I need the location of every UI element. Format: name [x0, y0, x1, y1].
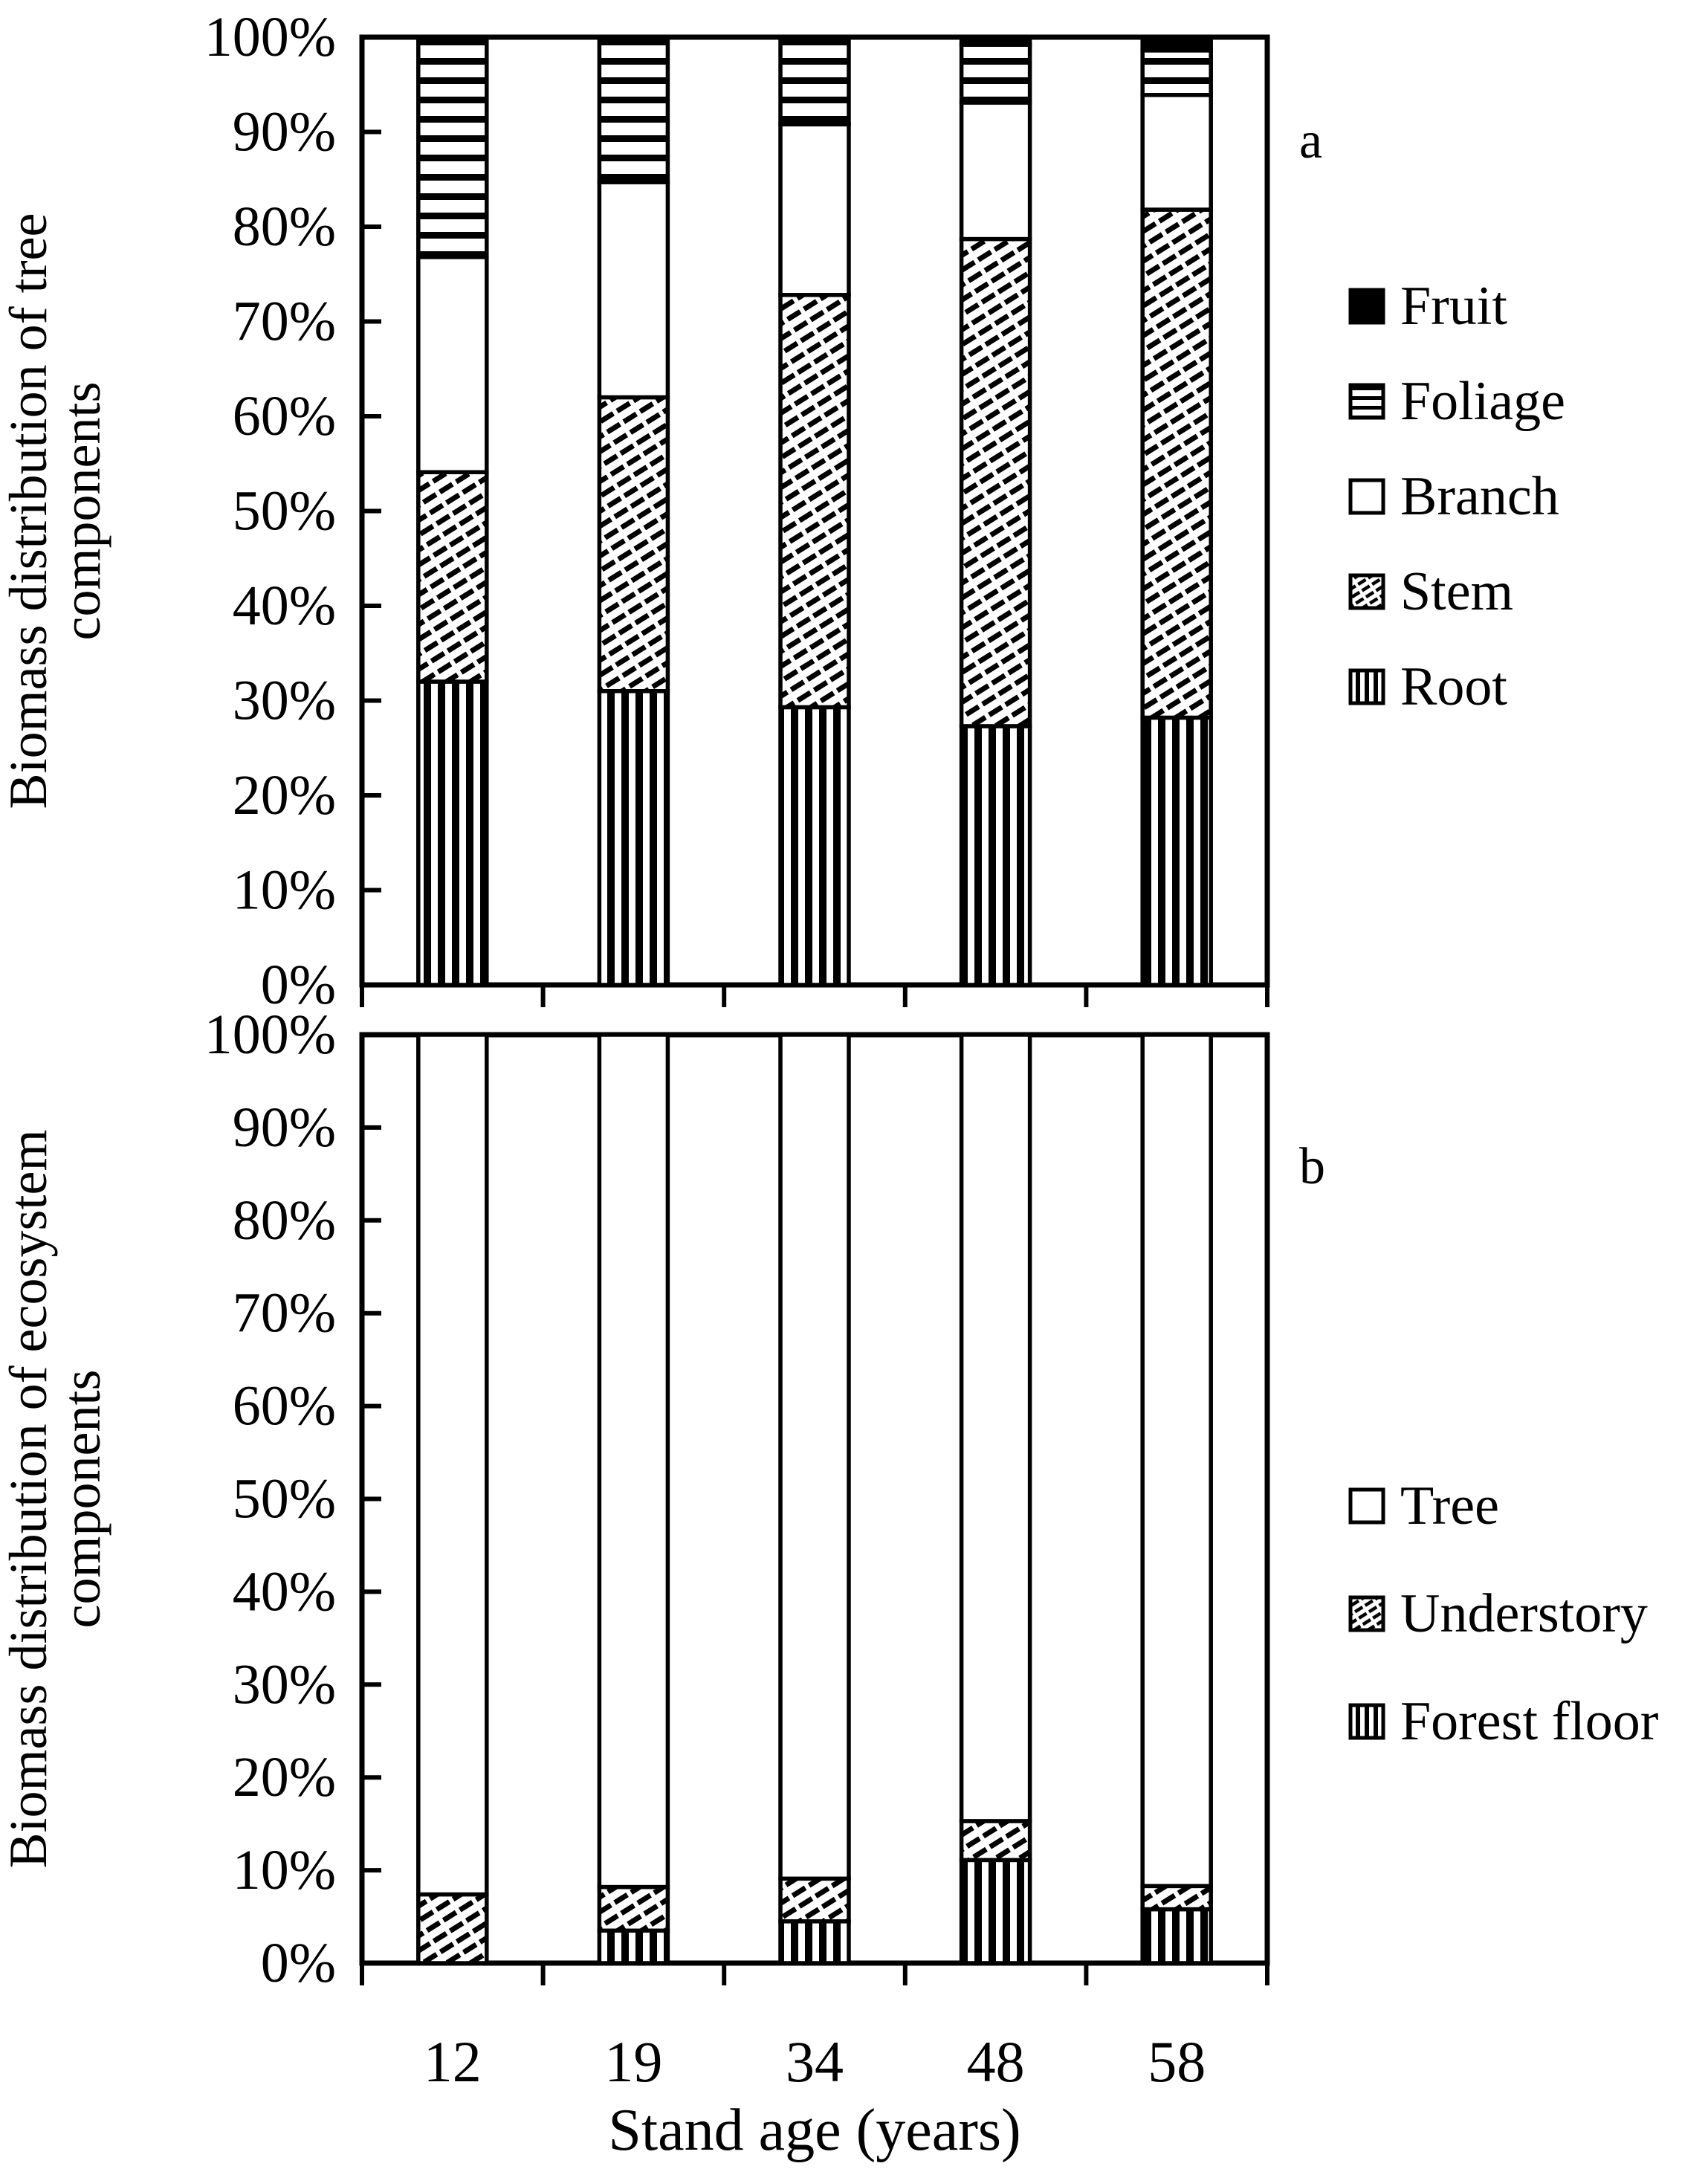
y-tick-label: 60% — [233, 385, 336, 447]
legend-label-stem: Stem — [1400, 561, 1513, 622]
y-tick-label: 20% — [233, 764, 336, 827]
x-tick-label: 58 — [1148, 2029, 1206, 2094]
bar-segment-a-34-stem — [778, 293, 851, 710]
panel-a: 100% 90% 80% 70% 60% 50% 40% 30% 20% 10% 0% Fruit Fo… — [0, 6, 1565, 1016]
bar-segment-a-48-stem — [959, 236, 1032, 728]
y-tick-label: 40% — [233, 575, 336, 637]
y-tick-label: 30% — [233, 670, 336, 732]
y-tick-label: 60% — [233, 1375, 336, 1438]
x-tick-label: 34 — [786, 2029, 844, 2094]
bar-segment-a-58-stem — [1140, 207, 1213, 720]
bar-segment-b-12-tree — [416, 1032, 489, 1897]
x-axis-title: Stand age (years) — [608, 2098, 1020, 2163]
bar-segment-b-34-tree — [778, 1032, 851, 1881]
bar-segment-a-58-root — [1140, 715, 1213, 987]
y-tick-label: 70% — [233, 1282, 336, 1345]
bar-segment-a-48-root — [959, 724, 1032, 987]
y-tick-label: 100% — [204, 1003, 336, 1066]
legend-marker-root — [1348, 668, 1385, 705]
bar-segment-a-34-root — [778, 705, 851, 987]
bar-segment-a-58-foliage — [1140, 48, 1213, 97]
bar-segment-a-48-foliage — [959, 42, 1032, 105]
legend-marker-understory — [1348, 1595, 1385, 1632]
bar-segment-a-19-stem — [597, 395, 670, 694]
bar-segment-b-58-understory — [1140, 1884, 1213, 1912]
bar-segment-a-34-branch — [778, 122, 851, 297]
y-tick-label: 50% — [233, 480, 336, 543]
bar-segment-a-48-branch — [959, 100, 1032, 242]
y-tick-label: 20% — [233, 1746, 336, 1808]
bar-segment-a-34-foliage — [778, 35, 851, 127]
bar-segment-a-58-fruit — [1140, 35, 1213, 53]
bar-segment-b-58-forest-floor — [1140, 1907, 1213, 1965]
panel-letter-b: b — [1299, 1138, 1325, 1195]
y-tick-label: 0% — [261, 1932, 336, 1994]
bar-segment-a-19-root — [597, 689, 670, 987]
bar-segment-a-12-root — [416, 679, 489, 987]
bar-segment-a-58-branch — [1140, 93, 1213, 212]
bar-segment-b-48-understory — [959, 1819, 1032, 1863]
y-tick-label: 80% — [233, 195, 336, 258]
bar-segment-b-58-tree — [1140, 1032, 1213, 1889]
y-axis-title-b-line1: Biomass distribution of ecosystem — [0, 1130, 58, 1869]
y-tick-label: 80% — [233, 1189, 336, 1252]
y-tick-label: 50% — [233, 1468, 336, 1530]
y-tick-label: 30% — [233, 1653, 336, 1716]
legend-marker-branch — [1348, 478, 1385, 515]
legend-label-foliage: Foliage — [1400, 371, 1565, 432]
bar-segment-b-48-forest-floor — [959, 1858, 1032, 1965]
bar-segment-a-12-branch — [416, 255, 489, 474]
y-axis-title-a-line1: Biomass distribution of tree — [0, 213, 58, 809]
bar-segment-a-12-stem — [416, 470, 489, 684]
legend-label-branch: Branch — [1400, 466, 1559, 527]
bar-segment-b-19-understory — [597, 1884, 670, 1933]
bar-segment-b-48-tree — [959, 1032, 1032, 1823]
y-axis-title-b-line2: components — [52, 1370, 111, 1629]
panel-b: 100% 90% 80% 70% 60% 50% 40% 30% 20% 10% 0% Tree Und… — [0, 1003, 1658, 1994]
y-tick-label: 10% — [233, 859, 336, 922]
x-tick-label: 19 — [604, 2029, 662, 2094]
legend-marker-foliage — [1348, 383, 1385, 420]
legend-marker-forest-floor — [1348, 1703, 1385, 1740]
legend-marker-fruit — [1348, 288, 1385, 325]
y-tick-label: 90% — [233, 1096, 336, 1159]
legend-label-fruit: Fruit — [1400, 276, 1507, 337]
legend-marker-stem — [1348, 573, 1385, 610]
bar-segment-b-12-understory — [416, 1892, 489, 1965]
bar-segment-b-19-tree — [597, 1032, 670, 1890]
y-tick-label: 0% — [261, 954, 336, 1016]
bar-segment-a-48-fruit — [959, 35, 1032, 47]
y-tick-label: 90% — [233, 101, 336, 164]
y-axis-title-a-line2: components — [52, 382, 111, 641]
bar-segment-a-19-branch — [597, 180, 670, 400]
y-tick-label: 70% — [233, 291, 336, 353]
bar-segment-a-19-foliage — [597, 35, 670, 184]
legend-label-root: Root — [1400, 656, 1507, 717]
bar-segment-a-12-foliage — [416, 35, 489, 259]
legend-label-tree: Tree — [1400, 1475, 1499, 1536]
legend-marker-tree — [1348, 1487, 1385, 1525]
legend-label-forest-floor: Forest floor — [1400, 1691, 1658, 1752]
bar-segment-b-34-understory — [778, 1876, 851, 1924]
y-tick-label: 40% — [233, 1560, 336, 1623]
bar-segment-b-34-forest-floor — [778, 1919, 851, 1965]
bar-segment-b-19-forest-floor — [597, 1928, 670, 1965]
panel-letter-a: a — [1299, 112, 1322, 169]
x-tick-label: 48 — [967, 2029, 1025, 2094]
x-tick-label: 12 — [424, 2029, 482, 2094]
y-tick-label: 10% — [233, 1839, 336, 1901]
legend-label-understory: Understory — [1400, 1583, 1648, 1644]
y-tick-label: 100% — [204, 6, 336, 68]
